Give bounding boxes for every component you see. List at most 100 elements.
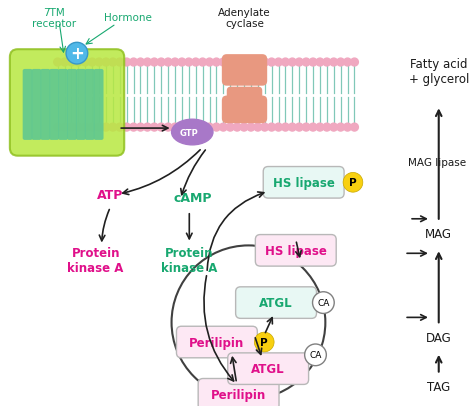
Circle shape xyxy=(302,59,310,67)
Circle shape xyxy=(261,59,269,67)
FancyBboxPatch shape xyxy=(10,50,124,156)
Text: HS lipase: HS lipase xyxy=(273,176,335,189)
Text: Fatty acid
+ glycerol: Fatty acid + glycerol xyxy=(409,58,469,86)
Text: ATGL: ATGL xyxy=(251,362,285,375)
Circle shape xyxy=(144,59,151,67)
Circle shape xyxy=(282,59,289,67)
Text: P: P xyxy=(260,337,268,347)
Circle shape xyxy=(157,59,165,67)
Circle shape xyxy=(233,59,241,67)
FancyBboxPatch shape xyxy=(40,70,50,141)
FancyBboxPatch shape xyxy=(176,326,257,358)
Circle shape xyxy=(312,292,334,314)
Circle shape xyxy=(137,59,145,67)
Circle shape xyxy=(82,59,89,67)
Circle shape xyxy=(123,59,131,67)
Circle shape xyxy=(330,59,337,67)
Circle shape xyxy=(274,59,283,67)
Text: ATGL: ATGL xyxy=(259,297,293,309)
Circle shape xyxy=(350,59,358,67)
Circle shape xyxy=(54,124,62,132)
Text: Adenylate
cyclase: Adenylate cyclase xyxy=(218,8,271,29)
Circle shape xyxy=(192,124,200,132)
Circle shape xyxy=(185,59,193,67)
Circle shape xyxy=(88,59,96,67)
Circle shape xyxy=(61,124,69,132)
Text: P: P xyxy=(349,178,357,188)
Circle shape xyxy=(88,124,96,132)
Text: DAG: DAG xyxy=(426,331,452,344)
Circle shape xyxy=(130,59,137,67)
Circle shape xyxy=(144,124,151,132)
Circle shape xyxy=(240,59,248,67)
Text: CA: CA xyxy=(317,298,329,307)
Ellipse shape xyxy=(172,120,213,146)
Circle shape xyxy=(66,43,88,65)
Circle shape xyxy=(206,59,213,67)
Circle shape xyxy=(157,124,165,132)
Circle shape xyxy=(288,124,296,132)
FancyBboxPatch shape xyxy=(255,235,336,266)
Circle shape xyxy=(95,124,103,132)
Circle shape xyxy=(102,124,110,132)
FancyBboxPatch shape xyxy=(222,55,267,86)
Circle shape xyxy=(254,59,262,67)
Circle shape xyxy=(323,59,331,67)
Circle shape xyxy=(337,59,345,67)
Circle shape xyxy=(254,124,262,132)
Text: TAG: TAG xyxy=(427,380,450,393)
Circle shape xyxy=(309,59,317,67)
FancyBboxPatch shape xyxy=(94,70,103,141)
FancyBboxPatch shape xyxy=(198,379,279,409)
Text: Protein
kinase A: Protein kinase A xyxy=(67,247,124,275)
Circle shape xyxy=(116,59,124,67)
Circle shape xyxy=(305,344,326,366)
Text: HS lipase: HS lipase xyxy=(265,244,327,257)
Circle shape xyxy=(82,124,89,132)
Circle shape xyxy=(67,124,75,132)
Circle shape xyxy=(109,59,117,67)
FancyBboxPatch shape xyxy=(85,70,95,141)
Circle shape xyxy=(302,124,310,132)
Text: 7TM
receptor: 7TM receptor xyxy=(32,8,76,29)
Circle shape xyxy=(150,59,158,67)
Text: Perilipin: Perilipin xyxy=(189,336,245,349)
Circle shape xyxy=(337,124,345,132)
Circle shape xyxy=(164,124,172,132)
Text: GTP: GTP xyxy=(180,128,199,137)
Circle shape xyxy=(316,59,324,67)
Circle shape xyxy=(54,59,62,67)
Circle shape xyxy=(282,124,289,132)
Circle shape xyxy=(164,59,172,67)
Circle shape xyxy=(95,59,103,67)
Circle shape xyxy=(61,59,69,67)
Circle shape xyxy=(102,59,110,67)
Circle shape xyxy=(123,124,131,132)
Text: CA: CA xyxy=(310,351,322,360)
Circle shape xyxy=(109,124,117,132)
Circle shape xyxy=(178,124,186,132)
Circle shape xyxy=(268,124,275,132)
Circle shape xyxy=(274,124,283,132)
Circle shape xyxy=(261,124,269,132)
FancyBboxPatch shape xyxy=(49,70,59,141)
FancyBboxPatch shape xyxy=(228,353,309,384)
Circle shape xyxy=(116,124,124,132)
FancyBboxPatch shape xyxy=(227,88,262,109)
FancyBboxPatch shape xyxy=(263,167,344,199)
Circle shape xyxy=(344,59,352,67)
Text: cAMP: cAMP xyxy=(173,191,211,204)
Circle shape xyxy=(295,59,303,67)
FancyBboxPatch shape xyxy=(236,287,317,319)
Circle shape xyxy=(67,59,75,67)
Circle shape xyxy=(137,124,145,132)
Circle shape xyxy=(309,124,317,132)
Circle shape xyxy=(199,59,207,67)
FancyBboxPatch shape xyxy=(76,70,86,141)
Text: Perilipin: Perilipin xyxy=(211,388,266,401)
Circle shape xyxy=(192,59,200,67)
Circle shape xyxy=(316,124,324,132)
Circle shape xyxy=(171,124,179,132)
Circle shape xyxy=(219,124,227,132)
FancyBboxPatch shape xyxy=(222,96,267,124)
